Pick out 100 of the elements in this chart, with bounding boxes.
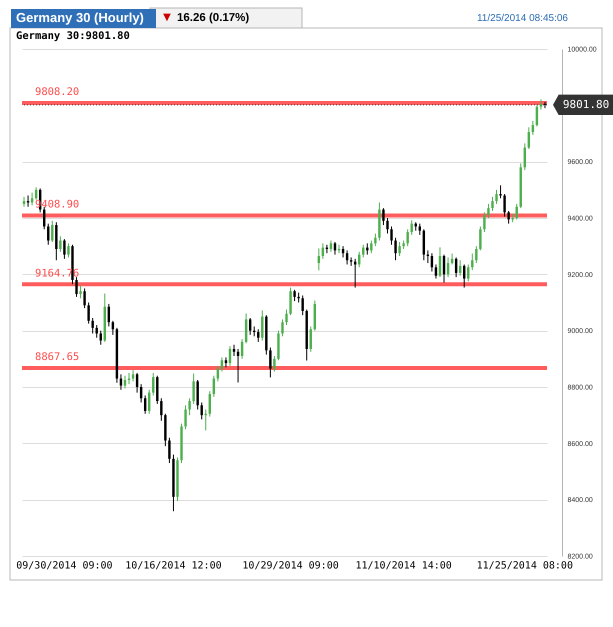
candlestick [34,186,38,200]
candlestick [528,126,530,150]
candlestick [398,241,401,257]
candlestick [382,208,385,226]
candlestick [310,326,312,352]
candlestick [418,223,421,236]
candlestick [366,242,368,256]
candlestick [475,246,478,264]
candlestick [446,256,450,278]
candlestick [524,142,526,171]
text: 16.26 (0.17%) [177,12,250,24]
candlestick [507,210,510,224]
candlestick [374,232,377,247]
candlestick [434,264,438,280]
x-tick-label: 11/10/2014 14:00 [355,560,452,572]
candlestick [236,348,240,383]
candlestick [370,240,373,254]
candlestick [132,370,134,382]
candlestick [83,288,86,309]
candlestick [358,251,360,268]
text: Germany 30:9801.80 [16,30,130,42]
candlestick [318,248,320,271]
candlestick [269,347,272,378]
candlestick [536,104,538,127]
candlestick [184,404,187,430]
candlestick [479,226,482,251]
candlestick [257,328,260,342]
x-tick-label: 10/29/2014 09:00 [242,560,339,572]
candlestick [248,317,252,336]
candlestick [450,252,454,265]
candlestick [200,402,203,420]
candlestick [301,294,304,316]
candlestick [342,246,344,258]
candlestick [499,184,502,199]
candlestick [136,372,138,394]
candlestick [346,250,348,265]
candlestick [192,372,195,404]
ref-line-label: 9808.20 [35,86,80,98]
candlestick [168,437,171,464]
x-tick-label: 09/30/2014 09:00 [16,560,113,572]
candlestick [532,120,534,136]
candlestick [148,389,150,414]
ref-line-label: 8867.65 [35,350,80,363]
candlestick [108,303,110,327]
candlestick [100,330,102,346]
candlestick [47,223,50,246]
candlestick [471,252,474,271]
candlestick [426,250,430,264]
candlestick [87,302,90,324]
ref-line-label: 9801.80 [562,98,610,111]
chart-title: Germany 30 (Hourly) [16,10,144,25]
candlestick [406,228,409,247]
candlestick [330,240,332,252]
candlestick [240,338,244,360]
candlestick [55,222,58,261]
candlestick [196,379,199,410]
candlestick [67,242,70,258]
candlestick [160,398,163,422]
candlestick [51,220,54,242]
candlestick [253,326,256,337]
candlestick [516,203,518,220]
candlestick [483,212,486,233]
candlestick [208,390,211,418]
candlestick [297,292,300,303]
candlestick [430,252,434,272]
candlestick [394,237,397,261]
candlestick [458,260,462,276]
x-tick-label: 11/25/2014 08:00 [476,560,573,572]
candlestick [289,287,292,316]
candlestick [224,356,228,368]
candlestick [261,310,264,342]
candlestick [63,238,66,260]
candlestick [540,98,542,110]
candlestick [140,384,142,403]
candlestick [144,394,146,414]
candlestick [354,258,356,288]
candlestick [96,324,98,338]
candlestick [463,264,466,288]
candlestick [467,264,470,282]
candlestick [91,317,94,334]
candlestick [188,398,191,416]
candlestick [112,320,114,336]
candlestick [152,372,154,396]
text: 11/25/2014 08:45:06 [476,13,568,24]
candlestick [120,374,122,390]
candlestick [26,194,30,208]
text: ▼ [163,12,172,23]
candlestick [322,242,324,260]
candlestick [79,285,82,299]
candlestick [273,356,276,372]
candlestick [487,203,490,218]
candlestick [156,375,158,404]
candlestick [59,236,62,252]
candlestick [43,206,46,230]
candlestick [454,256,458,278]
candlestick [244,312,248,344]
candlestick [216,365,220,382]
candlestick [212,375,216,398]
x-tick-label: 10/16/2014 12:00 [125,560,222,572]
candlestick [362,244,364,258]
